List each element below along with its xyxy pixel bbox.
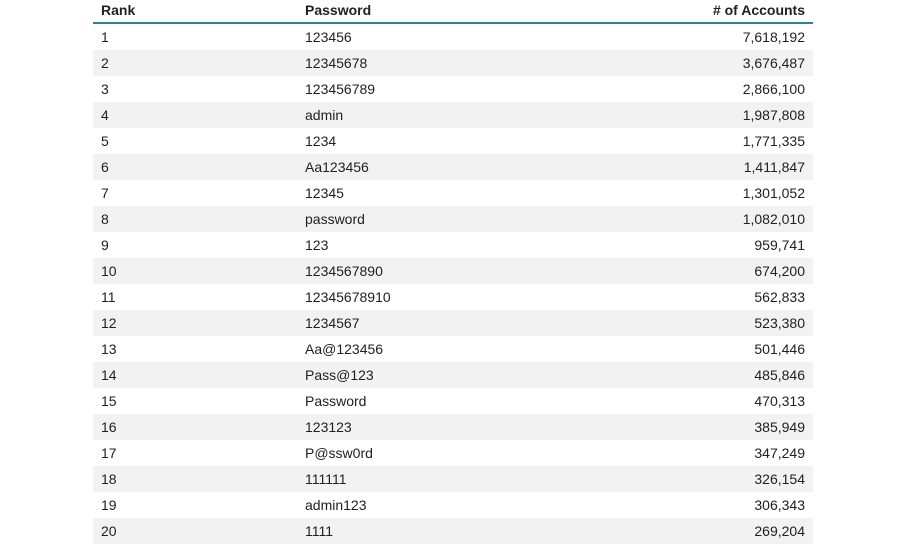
rank-cell: 11 — [101, 289, 116, 305]
password-cell: 123 — [305, 237, 329, 253]
password-cell: 12345678910 — [305, 289, 391, 305]
password-cell: 1111 — [305, 523, 334, 539]
rank-cell: 8 — [101, 211, 109, 227]
table-row: 3 123456789 2,866,100 — [93, 76, 813, 102]
rank-cell: 9 — [101, 237, 109, 253]
table-row: 5 1234 1,771,335 — [93, 128, 813, 154]
table-row: 8 password 1,082,010 — [93, 206, 813, 232]
password-cell: 111111 — [305, 471, 347, 487]
rank-cell: 14 — [101, 367, 117, 383]
rank-cell: 1 — [101, 29, 109, 45]
rank-cell: 2 — [101, 55, 109, 71]
accounts-cell: 674,200 — [754, 263, 805, 279]
column-header-password: Password — [297, 0, 613, 24]
rank-cell: 17 — [101, 445, 117, 461]
password-cell: Aa123456 — [305, 159, 369, 175]
accounts-cell: 347,249 — [754, 445, 805, 461]
password-cell: 12345 — [305, 185, 344, 201]
table-row: 19 admin123 306,343 — [93, 492, 813, 518]
password-cell: 123456 — [305, 29, 352, 45]
accounts-cell: 306,343 — [754, 497, 805, 513]
table-row: 7 12345 1,301,052 — [93, 180, 813, 206]
rank-cell: 12 — [101, 315, 117, 331]
password-ranking-table-container: Rank Password # of Accounts 1 123456 7,618… — [93, 0, 813, 544]
accounts-cell: 1,301,052 — [742, 185, 805, 201]
rank-cell: 5 — [101, 133, 109, 149]
rank-cell: 18 — [101, 471, 117, 487]
accounts-cell: 501,446 — [754, 341, 805, 357]
rank-cell: 6 — [101, 159, 109, 175]
accounts-cell: 3,676,487 — [742, 55, 805, 71]
password-cell: admin123 — [305, 497, 367, 513]
table-row: 2 12345678 3,676,487 — [93, 50, 813, 76]
password-cell: password — [305, 211, 365, 227]
accounts-cell: 1,771,335 — [742, 133, 805, 149]
password-cell: 123456789 — [305, 81, 376, 97]
table-row: 18 111111 326,154 — [93, 466, 813, 492]
accounts-cell: 562,833 — [754, 289, 805, 305]
table-row: 6 Aa123456 1,411,847 — [93, 154, 813, 180]
rank-cell: 16 — [101, 419, 117, 435]
password-cell: 12345678 — [305, 55, 368, 71]
table-row: 1 123456 7,618,192 — [93, 23, 813, 50]
accounts-cell: 959,741 — [754, 237, 805, 253]
password-cell: 123123 — [305, 419, 352, 435]
accounts-cell: 1,987,808 — [742, 107, 805, 123]
password-cell: admin — [305, 107, 344, 123]
table-row: 13 Aa@123456 501,446 — [93, 336, 813, 362]
table-row: 15 Password 470,313 — [93, 388, 813, 414]
accounts-cell: 326,154 — [754, 471, 805, 487]
rank-cell: 20 — [101, 523, 117, 539]
table-row: 11 12345678910 562,833 — [93, 284, 813, 310]
rank-cell: 15 — [101, 393, 117, 409]
accounts-cell: 1,082,010 — [742, 211, 805, 227]
password-cell: 1234 — [305, 133, 337, 149]
table-row: 4 admin 1,987,808 — [93, 102, 813, 128]
accounts-cell: 523,380 — [754, 315, 805, 331]
rank-cell: 13 — [101, 341, 117, 357]
password-cell: Password — [305, 393, 367, 409]
password-table-body: 1 123456 7,618,192 2 12345678 3,676,487 3 12345… — [93, 23, 813, 544]
password-cell: 1234567 — [305, 315, 360, 331]
table-row: 14 Pass@123 485,846 — [93, 362, 813, 388]
accounts-cell: 385,949 — [754, 419, 805, 435]
accounts-cell: 269,204 — [754, 523, 805, 539]
accounts-cell: 2,866,100 — [742, 81, 805, 97]
column-header-rank: Rank — [93, 0, 297, 24]
password-ranking-table: Rank Password # of Accounts 1 123456 7,618… — [93, 0, 813, 544]
table-row: 9 123 959,741 — [93, 232, 813, 258]
password-cell: Pass@123 — [305, 367, 374, 383]
accounts-cell: 485,846 — [754, 367, 805, 383]
password-cell: Aa@123456 — [305, 341, 384, 357]
column-header-accounts: # of Accounts — [613, 0, 813, 24]
table-row: 16 123123 385,949 — [93, 414, 813, 440]
table-header: Rank Password # of Accounts — [93, 0, 813, 24]
rank-cell: 10 — [101, 263, 117, 279]
rank-cell: 19 — [101, 497, 117, 513]
accounts-cell: 470,313 — [754, 393, 805, 409]
accounts-cell: 1,411,847 — [743, 159, 805, 175]
rank-cell: 3 — [101, 81, 109, 97]
table-row: 12 1234567 523,380 — [93, 310, 813, 336]
accounts-cell: 7,618,192 — [742, 29, 805, 45]
password-cell: 1234567890 — [305, 263, 383, 279]
table-row: 17 P@ssw0rd 347,249 — [93, 440, 813, 466]
table-row: 10 1234567890 674,200 — [93, 258, 813, 284]
rank-cell: 4 — [101, 107, 109, 123]
rank-cell: 7 — [101, 185, 109, 201]
table-header-row: Rank Password # of Accounts — [93, 0, 813, 24]
password-cell: P@ssw0rd — [305, 445, 373, 461]
table-row: 20 1111 269,204 — [93, 518, 813, 544]
